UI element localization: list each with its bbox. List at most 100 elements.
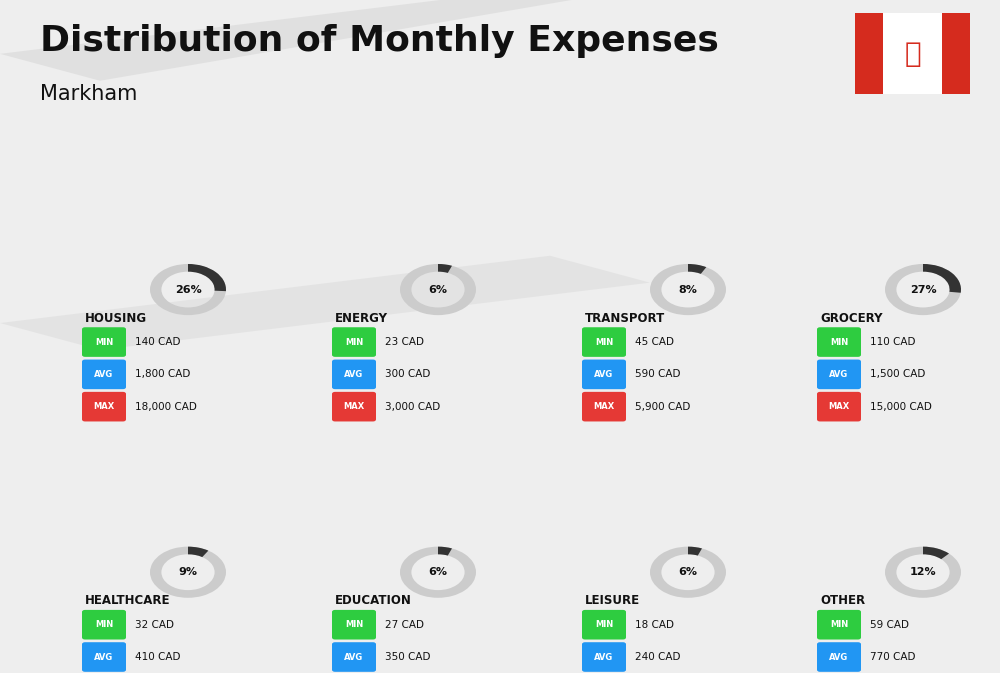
Text: 3,000 CAD: 3,000 CAD [385,402,440,412]
Text: 27%: 27% [910,285,936,295]
Text: TRANSPORT: TRANSPORT [585,312,665,325]
Bar [942,13,970,94]
Wedge shape [188,264,226,291]
Text: 26%: 26% [175,285,201,295]
Text: 45 CAD: 45 CAD [635,337,674,347]
FancyBboxPatch shape [582,642,626,672]
Text: 15,000 CAD: 15,000 CAD [870,402,932,412]
Text: MAX: MAX [593,402,615,411]
Text: AVG: AVG [829,370,849,379]
Text: LEISURE: LEISURE [585,594,640,608]
Text: 590 CAD: 590 CAD [635,369,680,380]
Text: MAX: MAX [343,402,365,411]
Wedge shape [188,546,208,557]
Bar [855,13,883,94]
FancyBboxPatch shape [582,359,626,389]
Text: 9%: 9% [179,567,198,577]
Text: MIN: MIN [95,338,113,347]
Text: 18 CAD: 18 CAD [635,620,674,630]
Text: MAX: MAX [93,402,115,411]
Wedge shape [400,546,476,598]
Text: 6%: 6% [428,567,448,577]
Text: MIN: MIN [830,338,848,347]
Text: Distribution of Monthly Expenses: Distribution of Monthly Expenses [40,24,719,58]
Text: HEALTHCARE: HEALTHCARE [85,594,170,608]
Text: 300 CAD: 300 CAD [385,369,430,380]
Text: 110 CAD: 110 CAD [870,337,916,347]
Text: EDUCATION: EDUCATION [335,594,412,608]
FancyBboxPatch shape [82,642,126,672]
Polygon shape [0,0,650,81]
Wedge shape [150,546,226,598]
Wedge shape [885,546,961,598]
Text: 1,500 CAD: 1,500 CAD [870,369,925,380]
Text: 240 CAD: 240 CAD [635,652,680,662]
FancyBboxPatch shape [82,610,126,639]
Text: 6%: 6% [428,285,448,295]
Wedge shape [150,264,226,315]
Text: MIN: MIN [345,621,363,629]
Wedge shape [438,264,452,273]
FancyBboxPatch shape [817,610,861,639]
Text: 770 CAD: 770 CAD [870,652,916,662]
FancyBboxPatch shape [582,327,626,357]
Text: 350 CAD: 350 CAD [385,652,430,662]
Text: 23 CAD: 23 CAD [385,337,424,347]
Wedge shape [923,264,961,293]
Text: AVG: AVG [344,653,364,662]
Text: 27 CAD: 27 CAD [385,620,424,630]
Text: ENERGY: ENERGY [335,312,388,325]
Text: 🍁: 🍁 [904,40,921,68]
Text: MIN: MIN [595,621,613,629]
Wedge shape [688,546,702,556]
FancyBboxPatch shape [817,327,861,357]
Text: AVG: AVG [344,370,364,379]
FancyBboxPatch shape [332,392,376,421]
Text: MIN: MIN [95,621,113,629]
FancyBboxPatch shape [853,11,972,96]
Wedge shape [400,264,476,315]
Text: AVG: AVG [594,653,614,662]
Wedge shape [885,264,961,315]
Wedge shape [650,546,726,598]
Text: Markham: Markham [40,84,137,104]
FancyBboxPatch shape [817,642,861,672]
FancyBboxPatch shape [817,359,861,389]
Wedge shape [438,546,452,556]
FancyBboxPatch shape [332,642,376,672]
FancyBboxPatch shape [332,359,376,389]
FancyBboxPatch shape [82,359,126,389]
Text: 59 CAD: 59 CAD [870,620,909,630]
Text: MIN: MIN [830,621,848,629]
Text: 5,900 CAD: 5,900 CAD [635,402,690,412]
Text: HOUSING: HOUSING [85,312,147,325]
Polygon shape [0,256,650,350]
FancyBboxPatch shape [817,392,861,421]
Wedge shape [923,546,949,559]
Text: MAX: MAX [828,402,850,411]
Text: 32 CAD: 32 CAD [135,620,174,630]
Text: 140 CAD: 140 CAD [135,337,180,347]
Text: GROCERY: GROCERY [820,312,883,325]
FancyBboxPatch shape [582,610,626,639]
Text: 410 CAD: 410 CAD [135,652,180,662]
Text: AVG: AVG [94,370,114,379]
Text: AVG: AVG [829,653,849,662]
Text: AVG: AVG [594,370,614,379]
Text: OTHER: OTHER [820,594,865,608]
Text: 18,000 CAD: 18,000 CAD [135,402,197,412]
Text: 12%: 12% [910,567,936,577]
FancyBboxPatch shape [82,327,126,357]
FancyBboxPatch shape [332,610,376,639]
Text: MIN: MIN [345,338,363,347]
Text: AVG: AVG [94,653,114,662]
Text: 8%: 8% [679,285,697,295]
Text: MIN: MIN [595,338,613,347]
Text: 6%: 6% [678,567,698,577]
FancyBboxPatch shape [582,392,626,421]
Text: 1,800 CAD: 1,800 CAD [135,369,190,380]
Wedge shape [650,264,726,315]
FancyBboxPatch shape [332,327,376,357]
Wedge shape [688,264,706,274]
FancyBboxPatch shape [82,392,126,421]
